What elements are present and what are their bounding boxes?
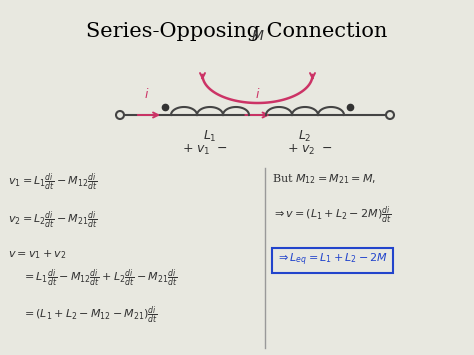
Text: $L_2$: $L_2$: [298, 129, 312, 144]
Text: $+\ v_1\ -$: $+\ v_1\ -$: [182, 143, 228, 157]
Text: $i$: $i$: [144, 87, 150, 101]
Text: $v = v_1 + v_2$: $v = v_1 + v_2$: [8, 248, 66, 261]
Text: $v_1 = L_1\frac{di}{dt} - M_{12}\frac{di}{dt}$: $v_1 = L_1\frac{di}{dt} - M_{12}\frac{di…: [8, 172, 98, 193]
Text: $\Rightarrow v = (L_1 + L_2 - 2M)\frac{di}{dt}$: $\Rightarrow v = (L_1 + L_2 - 2M)\frac{d…: [272, 205, 392, 226]
Text: $= (L_1 + L_2 - M_{12} - M_{21})\frac{di}{dt}$: $= (L_1 + L_2 - M_{12} - M_{21})\frac{di…: [22, 305, 158, 327]
Text: $+\ v_2\ -$: $+\ v_2\ -$: [287, 143, 333, 157]
Circle shape: [386, 111, 394, 119]
Text: But $M_{12} = M_{21} = M,$: But $M_{12} = M_{21} = M,$: [272, 172, 376, 186]
Text: $M$: $M$: [251, 29, 264, 43]
Text: $= L_1\frac{di}{dt} - M_{12}\frac{di}{dt} + L_2\frac{di}{dt} - M_{21}\frac{di}{d: $= L_1\frac{di}{dt} - M_{12}\frac{di}{dt…: [22, 268, 178, 289]
Text: $v_2 = L_2\frac{di}{dt} - M_{21}\frac{di}{dt}$: $v_2 = L_2\frac{di}{dt} - M_{21}\frac{di…: [8, 210, 98, 231]
Text: $L_1$: $L_1$: [203, 129, 217, 144]
Text: Series-Opposing Connection: Series-Opposing Connection: [86, 22, 388, 41]
Text: $i$: $i$: [255, 87, 260, 101]
Circle shape: [116, 111, 124, 119]
Text: $\Rightarrow L_{eq} = L_1 + L_2 - 2M$: $\Rightarrow L_{eq} = L_1 + L_2 - 2M$: [276, 252, 388, 268]
